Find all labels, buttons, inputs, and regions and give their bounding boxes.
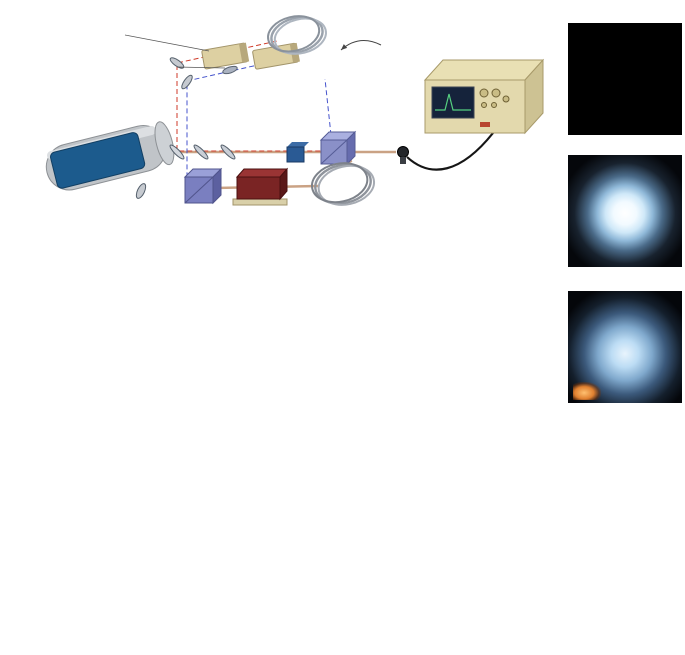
rf-spectrum-analyser bbox=[423, 58, 545, 135]
nbp-filter-2-optic bbox=[222, 65, 238, 75]
stokes-output-profile-image bbox=[568, 291, 682, 403]
setup-diagram bbox=[45, 15, 545, 206]
analyser-knob bbox=[479, 88, 489, 98]
mirror-icon bbox=[135, 183, 147, 199]
analyser-button bbox=[480, 122, 490, 127]
gas-cells bbox=[201, 42, 300, 70]
hc-pcf-coil bbox=[267, 15, 327, 55]
backward-spectrum-plot bbox=[302, 260, 552, 446]
fibre-sem-image bbox=[568, 23, 682, 135]
fibre-tip-glint bbox=[573, 382, 601, 400]
optical-spectra-panel bbox=[30, 228, 560, 454]
experimental-setup-panel bbox=[25, 5, 547, 227]
rp-plate bbox=[193, 144, 209, 160]
analyser-knob bbox=[491, 88, 501, 98]
pump-output-profile-image bbox=[568, 155, 682, 267]
chart-forward-optical-spectrum bbox=[38, 228, 290, 451]
nbp2-leader bbox=[176, 66, 226, 69]
analyser-knob bbox=[491, 102, 497, 108]
rf-spectra-panel bbox=[0, 455, 685, 653]
stokes-beam-blue bbox=[186, 56, 294, 189]
h2-arrowhead bbox=[341, 44, 348, 50]
fs-plate bbox=[220, 144, 236, 160]
pbs-cube bbox=[183, 167, 223, 205]
bs5050-cube bbox=[319, 130, 357, 166]
smf-coil bbox=[310, 162, 376, 206]
pd-cable bbox=[406, 132, 494, 171]
mirror-icon bbox=[181, 74, 193, 90]
mirror-icon bbox=[169, 57, 185, 69]
backward-stokes-plot bbox=[462, 455, 667, 630]
cw-laser bbox=[45, 121, 175, 191]
stokes-beam-blue-up bbox=[324, 78, 332, 136]
analyser-screen bbox=[431, 86, 475, 119]
h2-arrow bbox=[340, 40, 382, 51]
chart-backward-optical-spectrum bbox=[302, 228, 554, 451]
forward-spectrum-plot bbox=[38, 260, 288, 446]
photodiode bbox=[397, 146, 409, 164]
isolator-cube bbox=[286, 142, 309, 163]
forward-stokes-plot bbox=[250, 455, 455, 630]
analyser-knob bbox=[502, 95, 510, 103]
chart-title bbox=[396, 228, 496, 260]
residual-pump-plot bbox=[32, 455, 237, 630]
analyser-knob bbox=[481, 102, 487, 108]
aom bbox=[232, 167, 289, 206]
nbp1-leader bbox=[124, 34, 210, 52]
sem-drawing bbox=[568, 23, 682, 135]
images-panel bbox=[552, 5, 685, 425]
chart-title bbox=[132, 228, 232, 260]
bs-plate bbox=[169, 144, 185, 160]
analyser-trace bbox=[435, 93, 471, 111]
